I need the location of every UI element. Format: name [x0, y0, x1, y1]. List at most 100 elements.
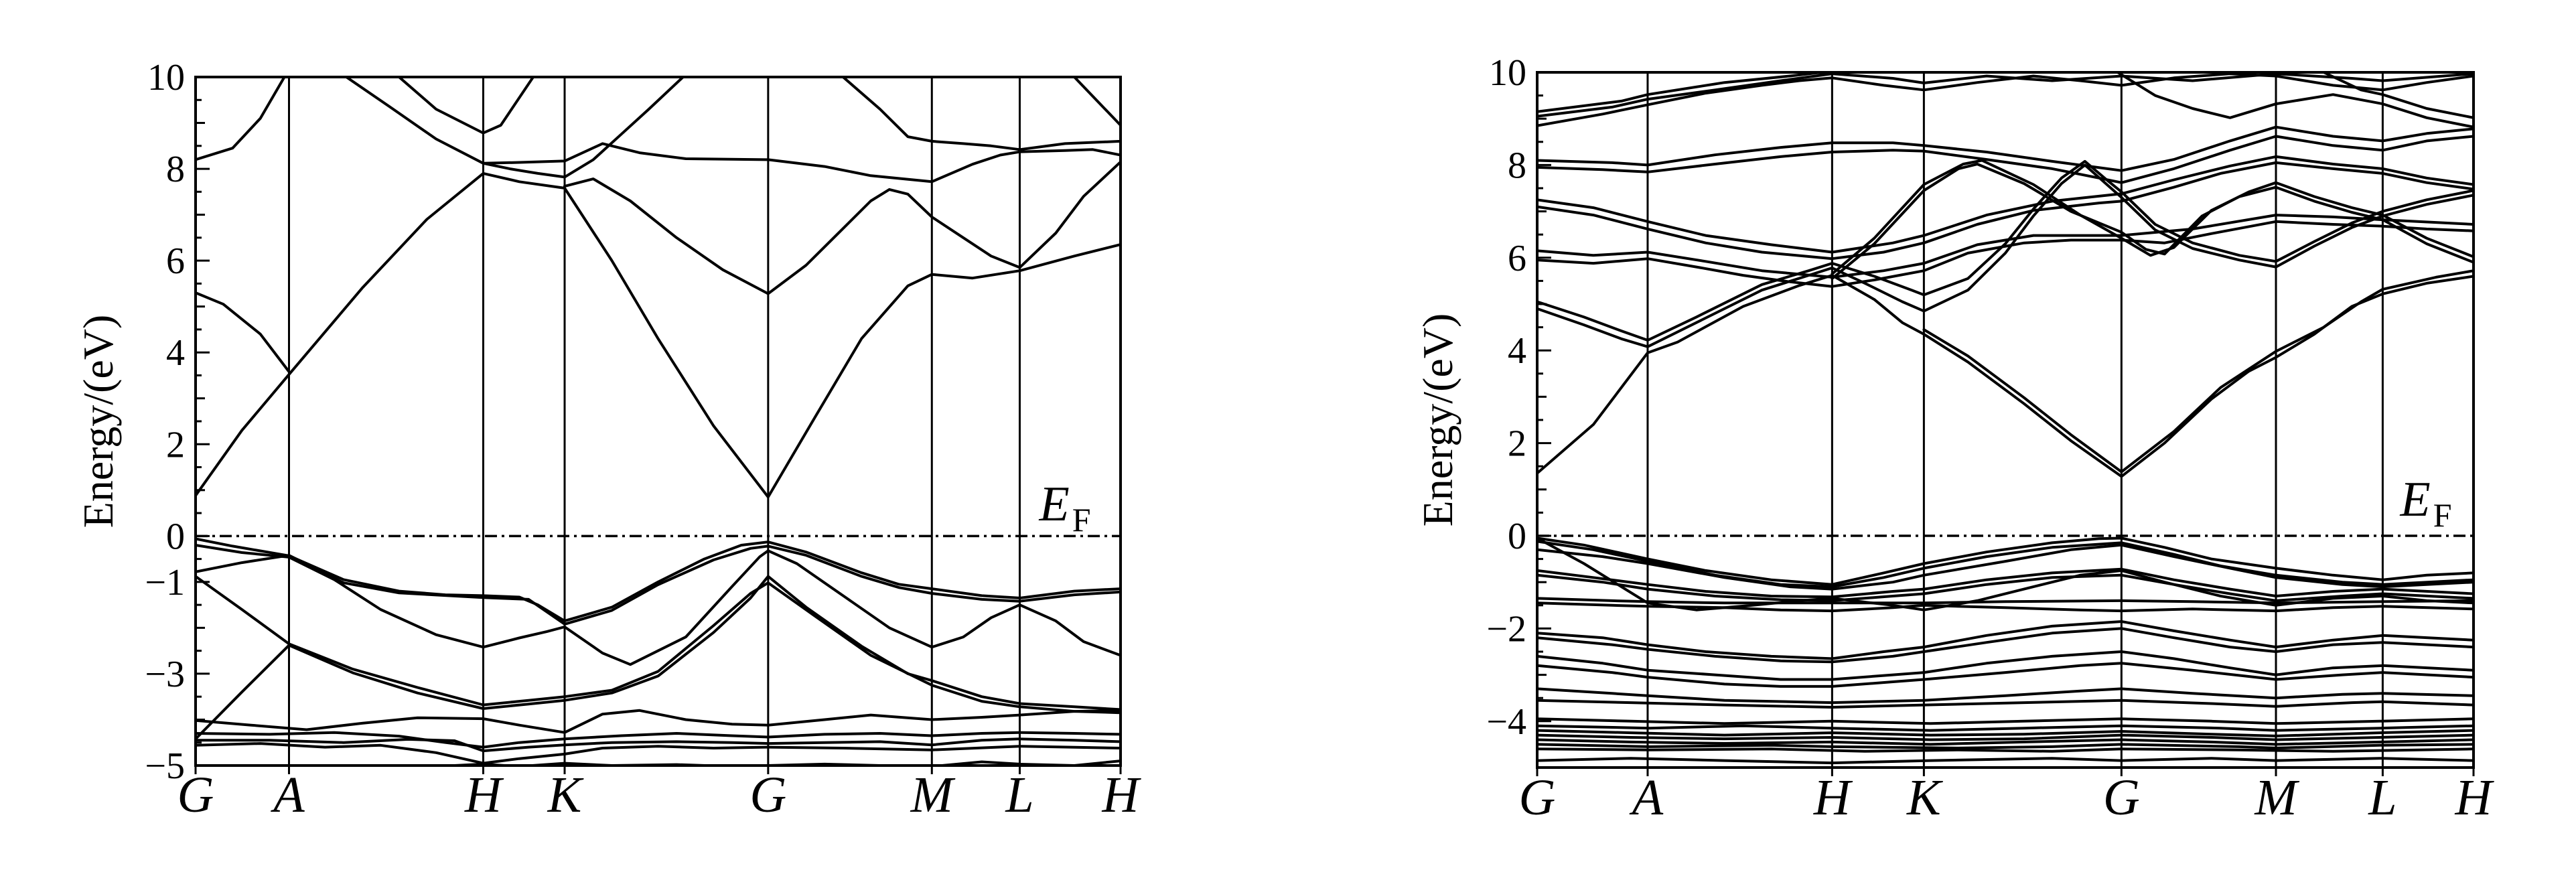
k-point-label-H: H	[464, 767, 504, 823]
band-line-4	[1537, 159, 2474, 342]
band-line-8	[1537, 214, 2474, 279]
k-point-label-A: A	[270, 767, 305, 823]
band-line-7	[1537, 220, 2474, 288]
band-line-36	[1537, 738, 2474, 746]
y-tick-label--3: −3	[145, 654, 185, 695]
band-line-14	[1537, 72, 2474, 118]
k-point-label-H: H	[1102, 767, 1142, 823]
band-line-34	[1537, 729, 2474, 737]
k-point-label-L: L	[2368, 770, 2396, 826]
band-line-29	[1537, 662, 2474, 688]
band-line-5	[482, 142, 1121, 184]
band-line-12	[1537, 125, 2474, 172]
k-point-label-H: H	[2455, 770, 2495, 826]
band-line-37	[1537, 743, 2474, 749]
right-fermi-level-label: EF	[2399, 472, 2451, 534]
band-line-10	[1537, 155, 2474, 254]
y-tick-label--2: −2	[1486, 608, 1526, 650]
y-tick-label-8: 8	[1508, 145, 1526, 186]
y-tick-label-0: 0	[166, 516, 185, 557]
left-y-axis-title: Energy/(eV)	[74, 315, 122, 528]
band-line-5	[1831, 163, 2474, 280]
k-point-label-L: L	[1005, 767, 1033, 823]
y-tick-label-0: 0	[1508, 516, 1526, 557]
left-fermi-level-label: EF	[1038, 477, 1090, 538]
band-line-38	[1537, 747, 2474, 753]
fermi-label-E: E	[1038, 477, 1069, 532]
y-tick-label-10: 10	[147, 57, 185, 98]
k-point-label-H: H	[1813, 770, 1853, 826]
band-line-15	[196, 709, 1121, 734]
fermi-label-F-subscript: F	[2433, 496, 2452, 534]
band-line-24	[1537, 597, 2474, 605]
band-line-18	[196, 742, 1121, 765]
band-line-9	[1073, 77, 1121, 127]
band-line-22	[1537, 567, 2474, 599]
band-line-14	[196, 575, 1121, 741]
band-line-27	[1537, 627, 2474, 664]
k-point-label-A: A	[1629, 770, 1664, 826]
y-tick-label-2: 2	[166, 424, 185, 465]
y-tick-label-2: 2	[1508, 423, 1526, 465]
band-line-6	[397, 77, 535, 135]
right-y-axis-title: Energy/(eV)	[1414, 313, 1461, 527]
y-tick-label-6: 6	[166, 240, 185, 282]
band-line-39	[1537, 757, 2474, 765]
y-tick-label-4: 4	[1508, 330, 1526, 372]
band-line-9	[1537, 161, 2474, 261]
y-tick-label--1: −1	[145, 562, 185, 603]
k-point-label-G: G	[1519, 770, 1556, 826]
band-line-1	[196, 171, 1121, 499]
band-line-33	[1537, 724, 2474, 732]
k-point-label-G: G	[2103, 770, 2140, 826]
bands-group	[196, 77, 1121, 766]
band-line-6	[1831, 159, 2474, 275]
k-point-label-K: K	[1906, 770, 1943, 826]
band-line-23	[1537, 573, 2474, 602]
band-line-35	[1537, 733, 2474, 741]
k-point-label-M: M	[2254, 770, 2299, 826]
band-line-2	[196, 291, 291, 373]
y-tick-label-8: 8	[166, 149, 185, 190]
y-tick-label--4: −4	[1486, 701, 1526, 743]
band-line-20	[1537, 543, 2474, 591]
k-point-label-M: M	[910, 767, 956, 823]
band-line-10	[196, 537, 1121, 623]
k-point-label-G: G	[177, 767, 214, 823]
band-line-31	[1537, 699, 2474, 709]
band-line-11	[196, 545, 1121, 626]
k-point-label-G: G	[749, 767, 786, 823]
band-line-13	[196, 575, 1121, 715]
y-tick-label--5: −5	[145, 745, 185, 787]
band-line-25	[1537, 601, 2474, 613]
k-point-label-K: K	[547, 767, 584, 823]
band-line-12	[196, 544, 1121, 666]
band-line-26	[1537, 620, 2474, 660]
band-line-32	[1537, 717, 2474, 725]
y-tick-label-4: 4	[166, 332, 185, 374]
band-line-2	[1922, 269, 2474, 474]
band-line-3	[1537, 163, 2474, 348]
band-line-7	[563, 160, 1121, 295]
panel-frame	[194, 76, 1122, 767]
bands-group	[1537, 72, 2474, 765]
y-tick-label-6: 6	[1508, 238, 1526, 279]
y-tick-label-10: 10	[1489, 52, 1526, 94]
band-line-28	[1537, 650, 2474, 681]
fermi-label-F-subscript: F	[1072, 501, 1091, 538]
band-line-13	[1537, 72, 2474, 127]
band-line-30	[1537, 687, 2474, 705]
panel-frame	[1536, 71, 2475, 769]
fermi-label-E: E	[2399, 472, 2430, 527]
band-line-17	[196, 737, 1121, 753]
band-line-21	[1537, 536, 2474, 611]
band-line-18	[1537, 536, 2474, 586]
band-line-16	[196, 731, 1121, 749]
band-line-15	[1537, 72, 1834, 113]
band-line-4	[345, 77, 685, 179]
band-line-11	[1537, 135, 2474, 184]
